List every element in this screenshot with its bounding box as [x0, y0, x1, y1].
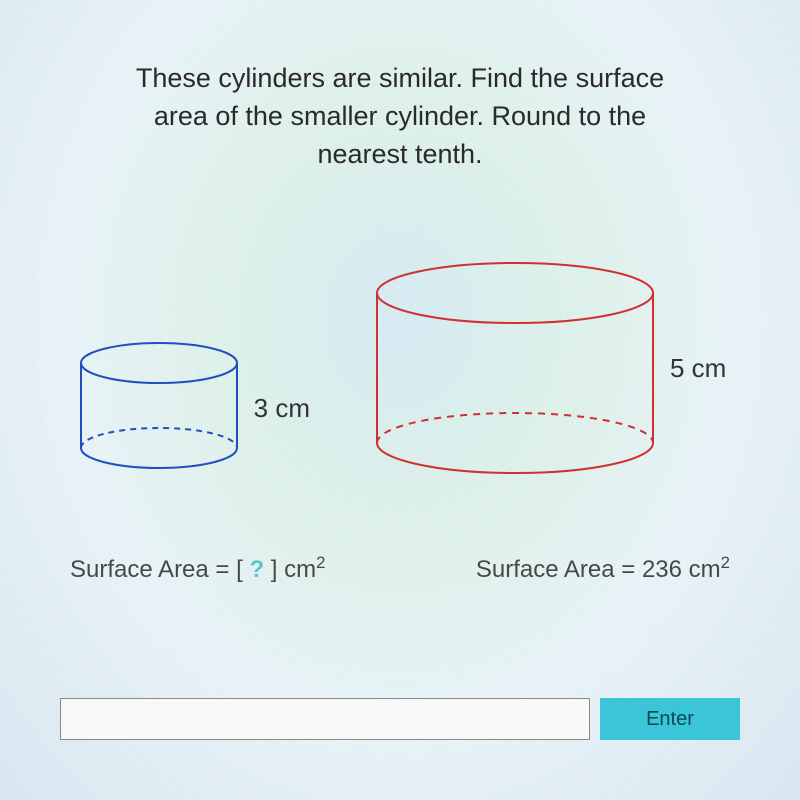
sa-known-text: Surface Area = 236 cm — [476, 556, 721, 583]
sa-unknown-suffix: ] cm — [264, 556, 316, 583]
large-cylinder-wrap: 5 cm — [370, 253, 726, 483]
small-cylinder-icon — [74, 333, 244, 483]
sa-exponent-2: 2 — [721, 553, 730, 572]
small-cylinder-wrap: 3 cm — [74, 333, 310, 483]
question-line-2: area of the smaller cylinder. Round to t… — [154, 101, 646, 131]
large-cylinder-label: 5 cm — [670, 353, 726, 384]
answer-input[interactable] — [60, 698, 590, 740]
small-cylinder-label: 3 cm — [254, 393, 310, 424]
question-line-1: These cylinders are similar. Find the su… — [136, 63, 664, 93]
cylinders-row: 3 cm 5 cm — [50, 223, 750, 483]
sa-unknown-prefix: Surface Area = [ — [70, 556, 249, 583]
input-row: Enter — [60, 698, 740, 740]
sa-question-mark: ? — [249, 556, 264, 583]
question-line-3: nearest tenth. — [317, 139, 482, 169]
surface-area-row: Surface Area = [ ? ] cm2 Surface Area = … — [50, 513, 750, 584]
question-text: These cylinders are similar. Find the su… — [50, 60, 750, 173]
surface-area-known: Surface Area = 236 cm2 — [476, 553, 730, 584]
large-cylinder-icon — [370, 253, 660, 483]
sa-exponent-1: 2 — [316, 553, 325, 572]
enter-button[interactable]: Enter — [600, 698, 740, 740]
surface-area-unknown: Surface Area = [ ? ] cm2 — [70, 553, 325, 584]
